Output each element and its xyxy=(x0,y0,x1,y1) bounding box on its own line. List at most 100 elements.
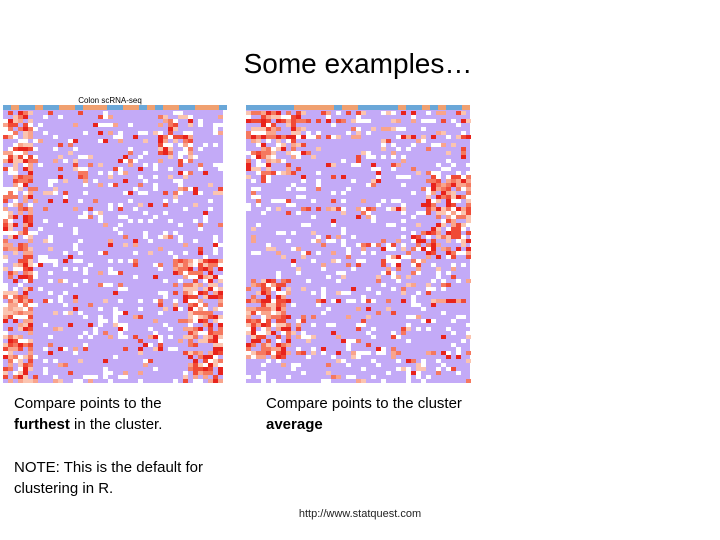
heatmap-cell xyxy=(306,335,311,339)
heatmap-cell xyxy=(188,267,193,271)
heatmap-cell xyxy=(416,375,421,379)
heatmap-cell xyxy=(133,251,138,255)
heatmap-cell xyxy=(3,343,8,347)
heatmap-cell xyxy=(143,163,148,167)
heatmap-cell xyxy=(218,163,223,167)
heatmap-cell xyxy=(261,343,266,347)
heatmap-cell xyxy=(466,135,471,139)
heatmap-cell xyxy=(183,243,188,247)
heatmap-cell xyxy=(276,291,281,295)
heatmap-cell xyxy=(286,123,291,127)
heatmap-cell xyxy=(278,105,286,110)
heatmap-cell xyxy=(183,267,188,271)
heatmap-cell xyxy=(13,303,18,307)
heatmap-cell xyxy=(281,115,286,119)
heatmap-cell xyxy=(3,347,8,351)
heatmap-cell xyxy=(8,291,13,295)
heatmap-cell xyxy=(431,135,436,139)
heatmap-cell xyxy=(58,279,63,283)
heatmap-cell xyxy=(271,159,276,163)
heatmap-cell xyxy=(311,351,316,355)
heatmap-cell xyxy=(178,271,183,275)
heatmap-cell xyxy=(198,275,203,279)
heatmap-cell xyxy=(193,263,198,267)
heatmap-cell xyxy=(436,367,441,371)
heatmap-cell xyxy=(173,139,178,143)
heatmap-cell xyxy=(188,327,193,331)
heatmap-cell xyxy=(436,267,441,271)
heatmap-cell xyxy=(23,295,28,299)
heatmap-cell xyxy=(326,163,331,167)
heatmap-cell xyxy=(266,119,271,123)
heatmap-cell xyxy=(83,179,88,183)
heatmap-cell xyxy=(361,299,366,303)
heatmap-cell xyxy=(431,203,436,207)
heatmap-cell xyxy=(341,207,346,211)
heatmap-cell xyxy=(98,215,103,219)
heatmap-cell xyxy=(198,327,203,331)
heatmap-cell xyxy=(406,175,411,179)
heatmap-cell xyxy=(18,283,23,287)
heatmap-cell xyxy=(173,259,178,263)
heatmap-cell xyxy=(446,195,451,199)
heatmap-cell xyxy=(43,207,48,211)
heatmap-cell xyxy=(266,247,271,251)
heatmap-cell xyxy=(18,147,23,151)
heatmap-cell xyxy=(98,163,103,167)
heatmap-cell xyxy=(8,187,13,191)
heatmap-cell xyxy=(23,303,28,307)
heatmap-cell xyxy=(103,111,108,115)
heatmap-cell xyxy=(291,231,296,235)
heatmap-cell xyxy=(108,371,113,375)
heatmap-cell xyxy=(286,171,291,175)
heatmap-cell xyxy=(3,319,8,323)
heatmap-cell xyxy=(266,315,271,319)
heatmap-cell xyxy=(43,191,48,195)
heatmap-cell xyxy=(301,335,306,339)
heatmap-cell xyxy=(334,105,342,110)
heatmap-cell xyxy=(276,127,281,131)
heatmap-cell xyxy=(178,279,183,283)
heatmap-cell xyxy=(256,355,261,359)
heatmap-cell xyxy=(461,243,466,247)
heatmap-cell xyxy=(251,311,256,315)
heatmap-cell xyxy=(18,207,23,211)
heatmap-cell xyxy=(451,119,456,123)
heatmap-cell xyxy=(33,231,38,235)
heatmap-cell xyxy=(33,199,38,203)
heatmap-cell xyxy=(118,203,123,207)
heatmap-cell xyxy=(411,371,416,375)
heatmap-cell xyxy=(381,139,386,143)
heatmap-cell xyxy=(51,105,59,110)
heatmap-cell xyxy=(93,327,98,331)
heatmap-cell xyxy=(266,171,271,175)
heatmap-cell xyxy=(451,203,456,207)
heatmap-cell xyxy=(108,259,113,263)
heatmap-cell xyxy=(138,371,143,375)
heatmap-cell xyxy=(118,311,123,315)
heatmap-cell xyxy=(246,347,251,351)
heatmap-cell xyxy=(356,243,361,247)
heatmap-cell xyxy=(153,299,158,303)
heatmap-cell xyxy=(188,139,193,143)
heatmap-cell xyxy=(441,279,446,283)
heatmap-cell xyxy=(396,275,401,279)
heatmap-cell xyxy=(271,303,276,307)
heatmap-cell xyxy=(8,315,13,319)
heatmap-cell xyxy=(153,131,158,135)
heatmap-cell xyxy=(451,275,456,279)
heatmap-cell xyxy=(366,343,371,347)
heatmap-cell xyxy=(321,311,326,315)
heatmap-cell xyxy=(113,315,118,319)
heatmap-cell xyxy=(281,363,286,367)
heatmap-cell xyxy=(128,219,133,223)
heatmap-cell xyxy=(183,335,188,339)
heatmap-cell xyxy=(23,179,28,183)
heatmap-cell xyxy=(401,183,406,187)
heatmap-cell xyxy=(53,179,58,183)
heatmap-cell xyxy=(426,111,431,115)
heatmap-cell xyxy=(213,143,218,147)
heatmap-cell xyxy=(406,359,411,363)
heatmap-cell xyxy=(48,259,53,263)
